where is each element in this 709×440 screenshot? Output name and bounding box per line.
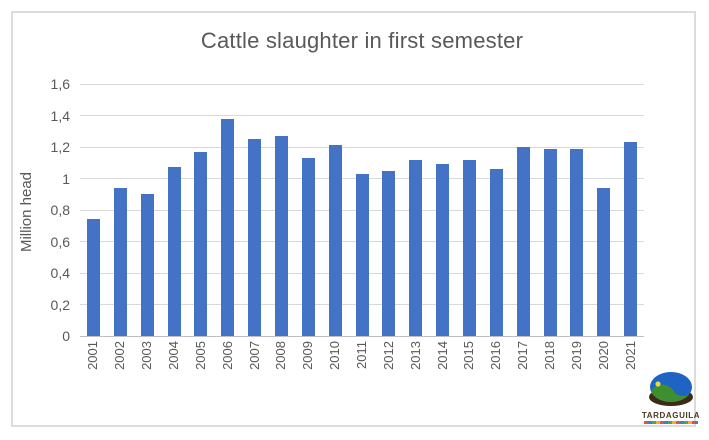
x-tick-label: 2002 — [112, 341, 127, 370]
x-tick: 2007 — [247, 341, 263, 381]
x-tick-label: 2016 — [488, 341, 503, 370]
bar-2020 — [597, 188, 610, 336]
x-axis-line — [80, 335, 644, 337]
gridline — [80, 115, 644, 116]
bar-2010 — [329, 145, 342, 336]
x-tick-label: 2020 — [596, 341, 611, 370]
y-tick-label: 0,8 — [50, 202, 70, 218]
bar-2011 — [356, 174, 369, 336]
x-tick: 2008 — [273, 341, 289, 381]
x-tick-label: 2004 — [166, 341, 181, 370]
y-tick-label: 1,2 — [50, 139, 70, 155]
x-tick-label: 2008 — [273, 341, 288, 370]
bar-2002 — [114, 188, 127, 336]
chart-title: Cattle slaughter in first semester — [200, 28, 524, 53]
y-tick-label: 1,6 — [50, 76, 70, 92]
bar-2016 — [490, 169, 503, 336]
bar-2015 — [463, 160, 476, 336]
x-tick: 2001 — [85, 341, 101, 381]
y-tick-label: 1,4 — [50, 107, 70, 124]
x-tick-label: 2014 — [435, 341, 450, 370]
x-tick-label: 2006 — [220, 341, 235, 370]
x-tick-label: 2013 — [408, 341, 423, 370]
x-tick: 2017 — [515, 341, 531, 381]
x-tick: 2012 — [381, 341, 397, 381]
tardaguila-landscape-icon — [649, 372, 693, 406]
bar-2001 — [87, 219, 100, 336]
x-tick: 2019 — [569, 341, 585, 381]
x-tick: 2002 — [112, 341, 128, 381]
bar-2008 — [275, 136, 288, 336]
gridline — [80, 83, 644, 85]
x-tick-label: 2010 — [327, 341, 342, 370]
x-tick: 2005 — [193, 341, 209, 381]
x-tick-label: 2007 — [247, 341, 262, 370]
logo-text: TARDAGUILA — [641, 411, 701, 420]
bar-2005 — [194, 152, 207, 336]
x-tick-label: 2009 — [300, 341, 315, 370]
gridline — [80, 146, 644, 148]
x-tick: 2013 — [408, 341, 424, 381]
bar-2006 — [221, 119, 234, 336]
logo-subtext-strip — [644, 421, 698, 424]
bar-2009 — [302, 158, 315, 336]
x-tick-label: 2012 — [381, 341, 396, 370]
bar-2013 — [409, 160, 422, 336]
x-tick-label: 2005 — [193, 341, 208, 370]
bar-2017 — [517, 147, 530, 336]
x-tick: 2003 — [139, 341, 155, 381]
y-tick-label: 0 — [62, 328, 70, 344]
tardaguila-logo: TARDAGUILA — [638, 370, 704, 426]
x-tick-label: 2001 — [85, 341, 100, 370]
x-tick: 2014 — [435, 341, 451, 381]
x-tick: 2021 — [623, 341, 639, 381]
y-tick-label: 0,2 — [50, 296, 70, 313]
y-tick-label: 0,6 — [50, 233, 70, 250]
x-tick-label: 2003 — [139, 341, 154, 370]
bar-2021 — [624, 142, 637, 336]
bar-2012 — [382, 171, 395, 336]
x-tick: 2018 — [542, 341, 558, 381]
x-tick: 2016 — [488, 341, 504, 381]
x-tick: 2004 — [166, 341, 182, 381]
bar-2014 — [436, 164, 449, 336]
x-tick: 2009 — [300, 341, 316, 381]
x-tick-label: 2011 — [354, 341, 369, 369]
x-tick: 2011 — [354, 341, 370, 381]
bar-2003 — [141, 194, 154, 336]
x-tick-label: 2019 — [569, 341, 584, 370]
x-tick: 2006 — [220, 341, 236, 381]
x-tick: 2020 — [596, 341, 612, 381]
y-tick-label: 0,4 — [50, 265, 70, 281]
y-tick-label: 1 — [62, 170, 70, 187]
bar-2007 — [248, 139, 261, 336]
bar-2004 — [168, 167, 181, 336]
x-tick-label: 2021 — [623, 341, 638, 370]
x-tick: 2015 — [461, 341, 477, 381]
x-tick-label: 2017 — [515, 341, 530, 370]
x-tick-label: 2015 — [461, 341, 476, 370]
bar-2018 — [544, 149, 557, 336]
x-tick-label: 2018 — [542, 341, 557, 370]
bar-2019 — [570, 149, 583, 336]
x-tick: 2010 — [327, 341, 343, 381]
